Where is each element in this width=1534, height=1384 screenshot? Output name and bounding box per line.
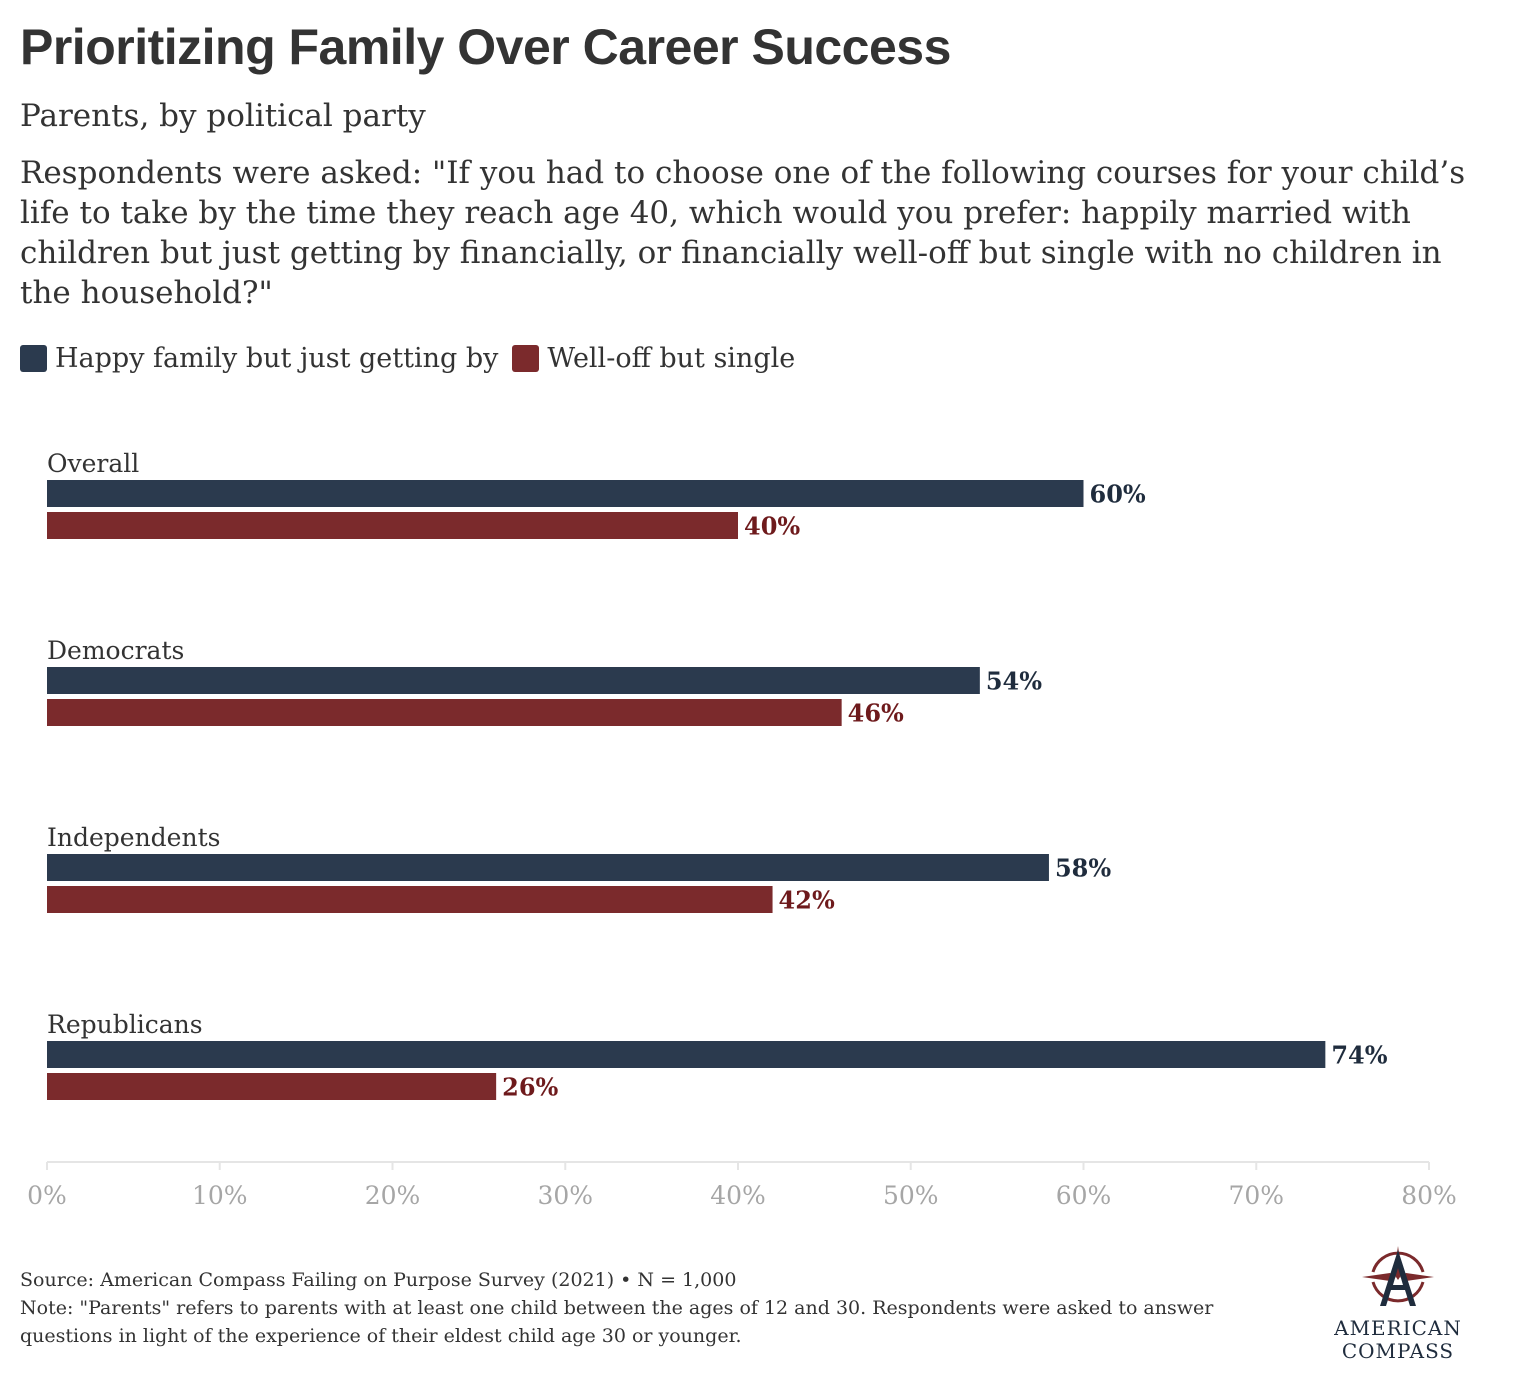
data-label-democrats-happy-family: 54% [986, 667, 1042, 696]
category-label-democrats: Democrats [47, 636, 184, 665]
legend-item-happy-family: Happy family but just getting by [20, 343, 498, 374]
x-tick-label-40: 40% [710, 1181, 766, 1210]
data-label-overall-well-off: 40% [744, 512, 800, 541]
category-label-republicans: Republicans [47, 1010, 203, 1039]
chart-title: Prioritizing Family Over Career Success [20, 19, 951, 75]
american-compass-logo: AMERICAN COMPASS [1333, 1246, 1462, 1362]
footnote: Note: "Parents" refers to parents with a… [20, 1297, 1214, 1347]
data-label-independents-well-off: 42% [779, 886, 835, 915]
x-tick-label-30: 30% [537, 1181, 593, 1210]
legend-swatch-well-off [512, 345, 540, 372]
logo-text-line2: COMPASS [1342, 1339, 1454, 1362]
data-label-democrats-well-off: 46% [848, 699, 904, 728]
legend-label-well-off: Well-off but single [547, 343, 796, 374]
bar-overall-happy-family [47, 480, 1084, 507]
bar-independents-well-off [47, 886, 773, 913]
x-tick-label-10: 10% [192, 1181, 248, 1210]
compass-star-icon [1362, 1246, 1434, 1306]
data-label-overall-happy-family: 60% [1090, 480, 1146, 509]
bar-overall-well-off [47, 512, 738, 539]
data-label-independents-happy-family: 58% [1055, 854, 1111, 883]
bar-democrats-happy-family [47, 667, 980, 694]
bar-republicans-happy-family [47, 1041, 1326, 1068]
footer: Source: American Compass Failing on Purp… [20, 1266, 1300, 1350]
bar-democrats-well-off [47, 699, 842, 726]
legend: Happy family but just getting by Well-of… [20, 343, 809, 374]
x-tick-label-70: 70% [1228, 1181, 1284, 1210]
legend-label-happy-family: Happy family but just getting by [55, 343, 499, 374]
legend-swatch-happy-family [20, 345, 47, 372]
survey-question: Respondents were asked: "If you had to c… [20, 155, 1466, 311]
x-tick-label-80: 80% [1401, 1181, 1457, 1210]
category-label-independents: Independents [47, 823, 220, 852]
x-tick-label-50: 50% [883, 1181, 939, 1210]
bar-republicans-well-off [47, 1073, 497, 1100]
bar-chart: Overall 60% 40% Democrats 54% 46% Independents… [27, 449, 1457, 1210]
legend-item-well-off: Well-off but single [512, 343, 795, 374]
logo-text-line1: AMERICAN [1333, 1316, 1462, 1340]
chart-subtitle: Parents, by political party [20, 98, 426, 134]
source-note: Source: American Compass Failing on Purp… [20, 1269, 737, 1291]
data-label-republicans-happy-family: 74% [1331, 1041, 1387, 1070]
data-label-republicans-well-off: 26% [502, 1073, 558, 1102]
bar-independents-happy-family [47, 854, 1049, 881]
x-tick-label-0: 0% [27, 1181, 67, 1210]
category-label-overall: Overall [47, 449, 139, 478]
x-tick-label-60: 60% [1056, 1181, 1112, 1210]
x-tick-label-20: 20% [365, 1181, 421, 1210]
